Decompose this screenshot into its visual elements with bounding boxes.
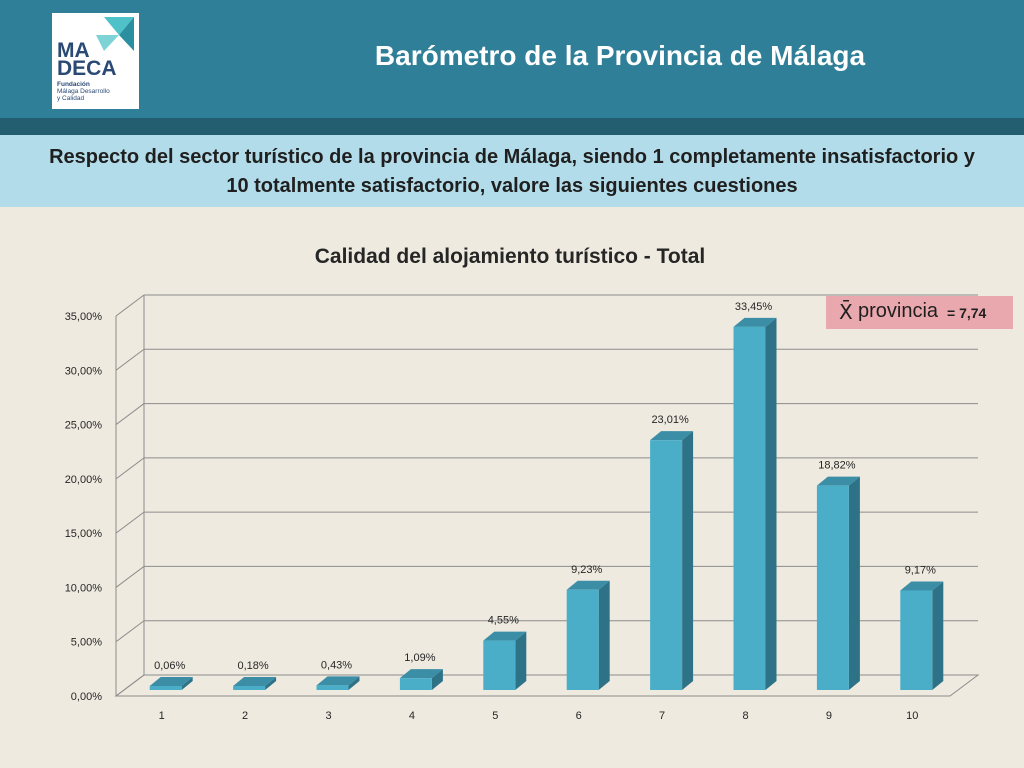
logo-line1: MA xyxy=(57,39,90,62)
bar-side xyxy=(515,631,527,690)
gridline-depth xyxy=(115,566,145,588)
question-band: Respecto del sector turístico de la prov… xyxy=(0,135,1024,207)
y-tick-label: 0,00% xyxy=(71,691,102,703)
x-tick-label: 8 xyxy=(742,710,748,722)
gridline-depth xyxy=(115,348,145,371)
page-title: Barómetro de la Provincia de Málaga xyxy=(374,40,866,71)
mean-value: = 7,74 xyxy=(947,305,987,321)
bar-top xyxy=(483,631,527,641)
data-label: 0,18% xyxy=(237,660,268,672)
x-tick-label: 1 xyxy=(159,710,165,722)
logo-sub2: Málaga Desarrollo xyxy=(57,88,110,95)
bar xyxy=(650,440,683,690)
bar-top xyxy=(149,677,193,686)
bar-side xyxy=(431,669,443,690)
mean-symbol: X̄ xyxy=(839,300,853,324)
x-tick-label: 5 xyxy=(492,710,498,722)
bar-side xyxy=(348,676,360,690)
gridline-depth xyxy=(115,620,145,643)
question-text: Respecto del sector turístico de la prov… xyxy=(49,146,975,197)
y-tick-label: 20,00% xyxy=(65,474,103,486)
gridline-depth xyxy=(115,457,145,480)
x-tick-label: 7 xyxy=(659,710,665,722)
bar xyxy=(149,686,182,690)
bar-side xyxy=(848,476,860,690)
logo-sub3: y Calidad xyxy=(57,95,85,102)
x-tick-label: 6 xyxy=(576,710,582,722)
logo-line2: DECA xyxy=(57,57,117,80)
bar-side xyxy=(682,431,694,690)
bar-side xyxy=(265,677,277,690)
header-stripe xyxy=(0,118,1024,135)
bar-top xyxy=(316,676,360,686)
x-tick-label: 9 xyxy=(826,710,832,722)
bar-side xyxy=(181,677,193,690)
chart-title: Calidad del alojamiento turístico - Tota… xyxy=(314,245,706,268)
bar-side xyxy=(765,317,777,690)
bar-top xyxy=(733,317,777,327)
data-label: 9,17% xyxy=(905,564,936,576)
y-tick-label: 5,00% xyxy=(71,637,102,649)
mean-badge: X̄ provincia = 7,74 xyxy=(826,296,1013,329)
y-tick-label: 15,00% xyxy=(65,528,103,540)
gridline-depth xyxy=(115,511,145,534)
bar xyxy=(316,685,349,690)
data-label: 4,55% xyxy=(488,615,519,627)
bar-top xyxy=(233,677,277,686)
bar xyxy=(733,326,766,690)
bar xyxy=(483,640,516,690)
data-label: 1,09% xyxy=(404,652,435,664)
madeca-logo: MA DECA Fundación Málaga Desarrollo y Ca… xyxy=(52,13,139,109)
x-tick-label: 2 xyxy=(242,710,248,722)
bar-top xyxy=(566,580,610,590)
data-label: 33,45% xyxy=(735,301,773,313)
logo-shape-icon xyxy=(96,17,134,51)
bar-top xyxy=(816,476,860,486)
bar xyxy=(900,590,933,690)
header-bar xyxy=(0,0,1024,118)
data-label: 18,82% xyxy=(818,460,856,472)
logo-sub1: Fundación xyxy=(57,81,90,88)
bar-top xyxy=(900,581,944,591)
data-label: 0,43% xyxy=(321,659,352,671)
x-tick-label: 3 xyxy=(325,710,331,722)
bar-side xyxy=(598,580,610,690)
bar-side xyxy=(932,581,944,690)
bar xyxy=(816,485,849,690)
gridline-depth xyxy=(115,403,145,425)
data-label: 23,01% xyxy=(651,414,689,426)
x-tick-label: 10 xyxy=(906,710,918,722)
y-tick-label: 35,00% xyxy=(65,311,103,323)
bar-top xyxy=(399,669,443,679)
y-tick-label: 30,00% xyxy=(65,365,103,377)
mean-label: provincia xyxy=(858,300,939,322)
bar xyxy=(399,678,432,690)
x-tick-label: 4 xyxy=(409,710,415,722)
y-tick-label: 10,00% xyxy=(65,582,103,594)
gridline-depth xyxy=(115,294,145,317)
data-label: 9,23% xyxy=(571,564,602,576)
bar xyxy=(566,589,599,690)
bar xyxy=(233,686,266,690)
chart-floor xyxy=(114,674,980,697)
y-tick-label: 25,00% xyxy=(65,420,103,432)
data-label: 0,06% xyxy=(154,660,185,672)
logo-subtitle: Fundación Málaga Desarrollo y Calidad xyxy=(57,81,137,102)
bar-top xyxy=(650,431,694,441)
